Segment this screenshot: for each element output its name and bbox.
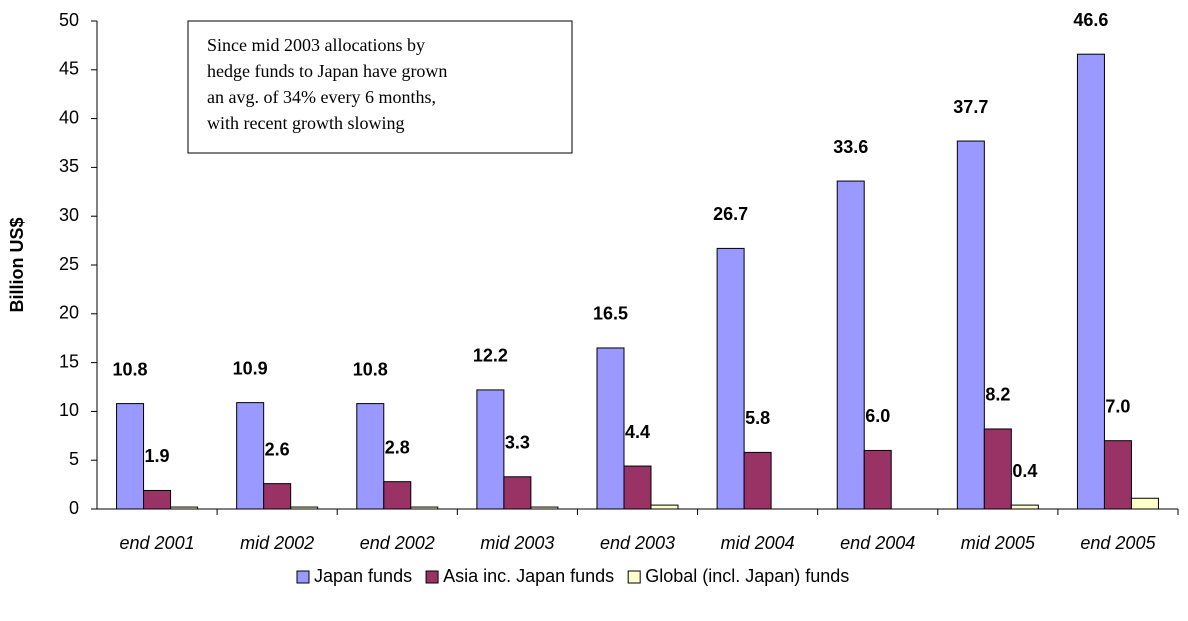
x-tick-label: end 2005 bbox=[1080, 533, 1156, 553]
data-label: 1.9 bbox=[145, 446, 170, 466]
legend-swatch bbox=[296, 570, 310, 584]
data-label: 3.3 bbox=[505, 433, 530, 453]
y-tick-label: 35 bbox=[59, 156, 79, 176]
bar bbox=[170, 506, 199, 510]
bar bbox=[236, 402, 265, 510]
bar bbox=[983, 428, 1012, 510]
bar bbox=[650, 504, 679, 510]
annotation-text: Since mid 2003 allocations by bbox=[207, 35, 425, 55]
legend-label: Japan funds bbox=[314, 566, 412, 586]
data-label: 4.4 bbox=[625, 422, 650, 442]
x-tick-label: end 2002 bbox=[360, 533, 435, 553]
data-label: 0.4 bbox=[1012, 461, 1037, 481]
data-label: 8.2 bbox=[985, 385, 1010, 405]
annotation-text: with recent growth slowing bbox=[207, 113, 404, 133]
data-label: 26.7 bbox=[713, 204, 748, 224]
bar bbox=[716, 247, 745, 510]
bar bbox=[383, 481, 412, 510]
bar bbox=[503, 476, 532, 510]
x-tick-label: end 2004 bbox=[840, 533, 915, 553]
annotation-text: an avg. of 34% every 6 months, bbox=[207, 87, 436, 107]
bar bbox=[956, 140, 985, 510]
data-label: 10.8 bbox=[113, 359, 148, 379]
data-label: 10.8 bbox=[353, 359, 388, 379]
legend-label: Global (incl. Japan) funds bbox=[645, 566, 849, 586]
y-tick-label: 0 bbox=[69, 498, 79, 518]
y-tick-label: 10 bbox=[59, 400, 79, 420]
y-tick-label: 45 bbox=[59, 59, 79, 79]
bar bbox=[356, 403, 385, 510]
x-tick-label: mid 2005 bbox=[961, 533, 1036, 553]
legend-swatch bbox=[425, 570, 439, 584]
data-label: 7.0 bbox=[1105, 396, 1130, 416]
legend-label: Asia inc. Japan funds bbox=[443, 566, 614, 586]
data-label: 10.9 bbox=[233, 358, 268, 378]
x-tick-label: mid 2002 bbox=[240, 533, 314, 553]
bar bbox=[143, 489, 172, 510]
x-tick-label: end 2003 bbox=[600, 533, 675, 553]
bar bbox=[836, 180, 865, 510]
bar bbox=[410, 506, 439, 510]
y-tick-label: 5 bbox=[69, 449, 79, 469]
data-label: 16.5 bbox=[593, 304, 628, 324]
data-label: 2.6 bbox=[265, 439, 290, 459]
bar bbox=[1076, 53, 1105, 510]
y-tick-label: 50 bbox=[59, 10, 79, 30]
legend-swatch bbox=[627, 570, 641, 584]
bar bbox=[623, 465, 652, 510]
data-label: 37.7 bbox=[953, 97, 988, 117]
y-tick-label: 20 bbox=[59, 303, 79, 323]
bar bbox=[263, 483, 292, 510]
bar bbox=[530, 506, 559, 510]
bar bbox=[116, 403, 145, 510]
data-label: 6.0 bbox=[865, 406, 890, 426]
y-axis-label: Billion US$ bbox=[7, 217, 27, 312]
annotation-box bbox=[187, 20, 573, 154]
bar bbox=[1130, 497, 1159, 510]
bar bbox=[1103, 440, 1132, 510]
bar bbox=[290, 506, 319, 510]
annotation-text: hedge funds to Japan have grown bbox=[207, 61, 447, 81]
data-label: 5.8 bbox=[745, 408, 770, 428]
data-label: 33.6 bbox=[833, 137, 868, 157]
x-tick-label: mid 2003 bbox=[480, 533, 554, 553]
bar bbox=[596, 347, 625, 510]
x-tick-label: mid 2004 bbox=[721, 533, 795, 553]
bar bbox=[743, 451, 772, 510]
y-tick-label: 15 bbox=[59, 351, 79, 371]
y-tick-label: 25 bbox=[59, 254, 79, 274]
x-tick-label: end 2001 bbox=[120, 533, 195, 553]
data-label: 46.6 bbox=[1073, 10, 1108, 30]
data-label: 12.2 bbox=[473, 346, 508, 366]
y-tick-label: 30 bbox=[59, 205, 79, 225]
bar bbox=[476, 389, 505, 510]
y-tick-label: 40 bbox=[59, 107, 79, 127]
bar bbox=[1010, 504, 1039, 510]
data-label: 2.8 bbox=[385, 437, 410, 457]
bar bbox=[863, 449, 892, 510]
